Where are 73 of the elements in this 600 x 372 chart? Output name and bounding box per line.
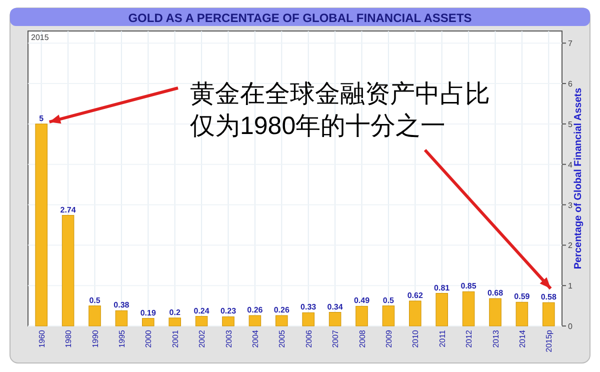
x-tick-label: 2014 bbox=[518, 329, 527, 348]
bar bbox=[382, 306, 395, 326]
data-label: 0.26 bbox=[247, 305, 264, 314]
data-label: 0.24 bbox=[194, 306, 210, 316]
chart-title: GOLD AS A PERCENTAGE OF GLOBAL FINANCIAL ASSETS bbox=[128, 11, 472, 25]
data-label: 0.26 bbox=[274, 305, 290, 314]
data-label: 0.2 bbox=[169, 308, 181, 317]
x-tick-label: 2012 bbox=[464, 329, 474, 348]
bar bbox=[276, 315, 288, 326]
x-tick-label: 2006 bbox=[304, 329, 314, 348]
bar bbox=[195, 316, 208, 326]
x-tick-label: 2004 bbox=[250, 329, 260, 348]
x-tick-label: 2011 bbox=[438, 329, 447, 348]
data-label: 2.74 bbox=[60, 205, 76, 214]
bar bbox=[62, 215, 74, 326]
x-tick-label: 2013 bbox=[491, 329, 500, 348]
data-label: 0.23 bbox=[220, 306, 237, 316]
bar bbox=[35, 124, 48, 326]
bar bbox=[516, 302, 528, 326]
x-tick-label: 1980 bbox=[64, 329, 74, 348]
data-label: 0.62 bbox=[407, 290, 424, 300]
bar bbox=[222, 316, 234, 326]
annotation: 仅为1980年的十分之一 bbox=[190, 112, 446, 140]
bar bbox=[142, 318, 154, 326]
x-tick-label: 2005 bbox=[278, 329, 287, 348]
data-label: 0.34 bbox=[327, 302, 344, 312]
data-label: 0.19 bbox=[140, 308, 156, 318]
bar bbox=[356, 306, 368, 326]
data-label: 0.81 bbox=[434, 283, 450, 292]
x-tick-label: 2000 bbox=[144, 329, 154, 348]
y-tick-label: 2 bbox=[568, 241, 573, 250]
x-tick-label: 2007 bbox=[331, 329, 340, 348]
data-label: 0.49 bbox=[354, 296, 370, 306]
bar bbox=[168, 318, 181, 326]
x-tick-label: 1990 bbox=[90, 329, 100, 348]
data-label: 0.5 bbox=[382, 296, 395, 305]
x-tick-label: 2002 bbox=[198, 329, 207, 348]
bar bbox=[409, 300, 422, 326]
data-label: 0.59 bbox=[514, 292, 530, 302]
x-tick-label: 1995 bbox=[117, 329, 126, 348]
y-tick-label: 6 bbox=[568, 80, 573, 89]
y-tick-label: 7 bbox=[568, 39, 573, 48]
annotation: 黄金在全球金融资产中占比 bbox=[190, 80, 490, 108]
y-tick-label: 5 bbox=[568, 120, 573, 129]
x-tick-label: 2015p bbox=[544, 329, 554, 352]
annotation: 2015 bbox=[31, 33, 50, 42]
bar bbox=[328, 312, 342, 326]
y-axis-title: Percentage of Global Financial Assets bbox=[573, 87, 584, 270]
y-tick-label: 4 bbox=[568, 160, 573, 170]
bar bbox=[115, 310, 128, 326]
x-tick-label: 2001 bbox=[170, 329, 180, 348]
data-label: 0.33 bbox=[300, 302, 317, 312]
data-label: 0.85 bbox=[460, 282, 477, 291]
data-label: 0.58 bbox=[540, 292, 557, 302]
bar bbox=[462, 291, 475, 326]
bar bbox=[489, 298, 502, 326]
bar bbox=[248, 315, 262, 326]
x-tick-label: 2010 bbox=[411, 329, 420, 348]
y-tick-label: 1 bbox=[568, 282, 573, 291]
bar bbox=[436, 293, 448, 326]
y-tick-label: 3 bbox=[568, 200, 573, 210]
data-label: 5 bbox=[39, 114, 44, 123]
data-label: 0.5 bbox=[89, 296, 101, 305]
x-tick-label: 1960 bbox=[37, 329, 46, 348]
bar bbox=[302, 312, 314, 326]
data-label: 0.68 bbox=[487, 288, 504, 298]
x-tick-label: 2003 bbox=[224, 329, 234, 348]
y-tick-label: 0 bbox=[568, 322, 573, 331]
bar bbox=[88, 306, 101, 326]
x-tick-label: 2008 bbox=[358, 329, 367, 348]
x-tick-label: 2009 bbox=[384, 329, 394, 348]
bar bbox=[542, 302, 555, 326]
data-label: 0.38 bbox=[114, 300, 130, 310]
